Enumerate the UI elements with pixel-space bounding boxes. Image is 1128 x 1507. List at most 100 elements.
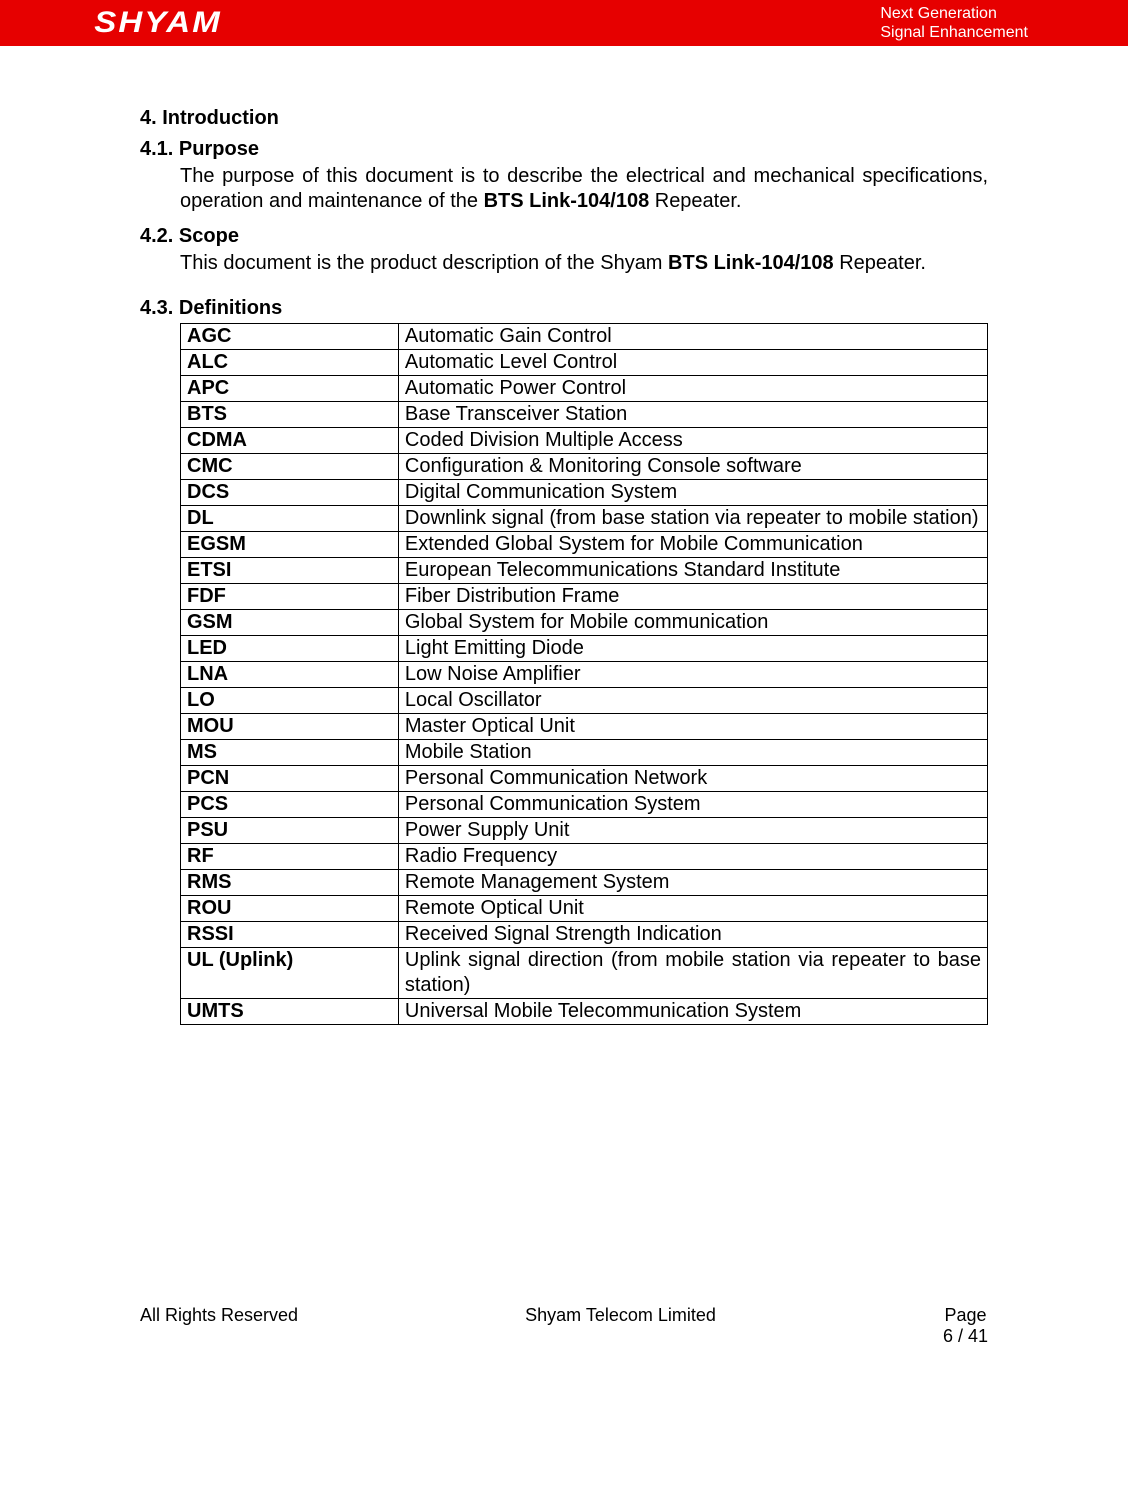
table-row: PCSPersonal Communication System (181, 792, 988, 818)
definition-term: MS (181, 740, 399, 766)
definition-description: Received Signal Strength Indication (398, 922, 987, 948)
definition-description: Configuration & Monitoring Console softw… (398, 454, 987, 480)
definition-description: Remote Management System (398, 870, 987, 896)
table-row: DLDownlink signal (from base station via… (181, 506, 988, 532)
definition-description: Personal Communication Network (398, 766, 987, 792)
footer-left: All Rights Reserved (140, 1305, 298, 1347)
table-row: LOLocal Oscillator (181, 688, 988, 714)
definition-term: BTS (181, 402, 399, 428)
definition-description: Automatic Gain Control (398, 324, 987, 350)
document-header: SHYAM Next Generation Signal Enhancement (0, 0, 1128, 46)
table-row: PCNPersonal Communication Network (181, 766, 988, 792)
definition-description: Base Transceiver Station (398, 402, 987, 428)
definitions-table: AGCAutomatic Gain ControlALCAutomatic Le… (180, 323, 988, 1025)
definition-term: LNA (181, 662, 399, 688)
definition-description: Radio Frequency (398, 844, 987, 870)
table-row: FDFFiber Distribution Frame (181, 584, 988, 610)
scope-text-pre: This document is the product description… (180, 252, 668, 274)
table-row: CDMACoded Division Multiple Access (181, 428, 988, 454)
definition-description: Light Emitting Diode (398, 636, 987, 662)
definition-term: AGC (181, 324, 399, 350)
table-row: APCAutomatic Power Control (181, 376, 988, 402)
subsection-heading-definitions: 4.3. Definitions (140, 296, 988, 321)
document-footer: All Rights Reserved Shyam Telecom Limite… (0, 1305, 1128, 1377)
definition-term: RF (181, 844, 399, 870)
table-row: UMTSUniversal Mobile Telecommunication S… (181, 999, 988, 1025)
definition-description: Global System for Mobile communication (398, 610, 987, 636)
definition-term: UL (Uplink) (181, 948, 399, 999)
table-row: RSSIReceived Signal Strength Indication (181, 922, 988, 948)
footer-page: Page 6 / 41 (943, 1305, 988, 1347)
table-row: UL (Uplink)Uplink signal direction (from… (181, 948, 988, 999)
definition-term: RSSI (181, 922, 399, 948)
footer-page-number: 6 / 41 (943, 1326, 988, 1346)
definition-description: Local Oscillator (398, 688, 987, 714)
logo-text: SHYAM (94, 6, 222, 40)
table-row: ROURemote Optical Unit (181, 896, 988, 922)
table-row: MSMobile Station (181, 740, 988, 766)
scope-paragraph: This document is the product description… (180, 251, 988, 276)
definition-term: PCS (181, 792, 399, 818)
tagline-line2: Signal Enhancement (880, 23, 1028, 42)
table-row: MOUMaster Optical Unit (181, 714, 988, 740)
definition-description: Digital Communication System (398, 480, 987, 506)
definition-term: FDF (181, 584, 399, 610)
definition-term: RMS (181, 870, 399, 896)
footer-page-label: Page (944, 1305, 986, 1325)
table-row: LNALow Noise Amplifier (181, 662, 988, 688)
definition-term: APC (181, 376, 399, 402)
purpose-text-post: Repeater. (649, 190, 741, 212)
table-row: ALCAutomatic Level Control (181, 350, 988, 376)
definition-term: UMTS (181, 999, 399, 1025)
table-row: AGCAutomatic Gain Control (181, 324, 988, 350)
table-row: GSMGlobal System for Mobile communicatio… (181, 610, 988, 636)
definition-term: PCN (181, 766, 399, 792)
definition-description: European Telecommunications Standard Ins… (398, 558, 987, 584)
definition-description: Low Noise Amplifier (398, 662, 987, 688)
definition-description: Master Optical Unit (398, 714, 987, 740)
footer-center: Shyam Telecom Limited (525, 1305, 716, 1347)
definition-description: Power Supply Unit (398, 818, 987, 844)
definition-term: LO (181, 688, 399, 714)
scope-bold-term: BTS Link-104/108 (668, 252, 834, 274)
table-row: DCSDigital Communication System (181, 480, 988, 506)
definition-description: Mobile Station (398, 740, 987, 766)
definition-description: Universal Mobile Telecommunication Syste… (398, 999, 987, 1025)
definition-description: Automatic Power Control (398, 376, 987, 402)
definition-term: ETSI (181, 558, 399, 584)
header-tagline: Next Generation Signal Enhancement (880, 4, 1028, 42)
definition-term: DL (181, 506, 399, 532)
purpose-paragraph: The purpose of this document is to descr… (180, 164, 988, 214)
section-heading-introduction: 4. Introduction (140, 106, 988, 131)
definition-description: Downlink signal (from base station via r… (398, 506, 987, 532)
tagline-line1: Next Generation (880, 4, 1028, 23)
table-row: BTSBase Transceiver Station (181, 402, 988, 428)
subsection-heading-scope: 4.2. Scope (140, 224, 988, 249)
definition-description: Fiber Distribution Frame (398, 584, 987, 610)
scope-text-post: Repeater. (834, 252, 926, 274)
definition-description: Uplink signal direction (from mobile sta… (398, 948, 987, 999)
definition-term: EGSM (181, 532, 399, 558)
definition-term: GSM (181, 610, 399, 636)
definition-description: Automatic Level Control (398, 350, 987, 376)
definition-term: LED (181, 636, 399, 662)
table-row: CMCConfiguration & Monitoring Console so… (181, 454, 988, 480)
definition-term: MOU (181, 714, 399, 740)
definition-term: CMC (181, 454, 399, 480)
table-row: EGSMExtended Global System for Mobile Co… (181, 532, 988, 558)
definition-term: CDMA (181, 428, 399, 454)
definition-term: PSU (181, 818, 399, 844)
purpose-bold-term: BTS Link-104/108 (484, 190, 650, 212)
definition-term: ALC (181, 350, 399, 376)
document-body: 4. Introduction 4.1. Purpose The purpose… (0, 46, 1128, 1025)
subsection-heading-purpose: 4.1. Purpose (140, 137, 988, 162)
definition-description: Extended Global System for Mobile Commun… (398, 532, 987, 558)
table-row: RFRadio Frequency (181, 844, 988, 870)
definition-term: DCS (181, 480, 399, 506)
definition-description: Remote Optical Unit (398, 896, 987, 922)
table-row: ETSIEuropean Telecommunications Standard… (181, 558, 988, 584)
table-row: RMSRemote Management System (181, 870, 988, 896)
table-row: PSUPower Supply Unit (181, 818, 988, 844)
definition-description: Coded Division Multiple Access (398, 428, 987, 454)
table-row: LEDLight Emitting Diode (181, 636, 988, 662)
